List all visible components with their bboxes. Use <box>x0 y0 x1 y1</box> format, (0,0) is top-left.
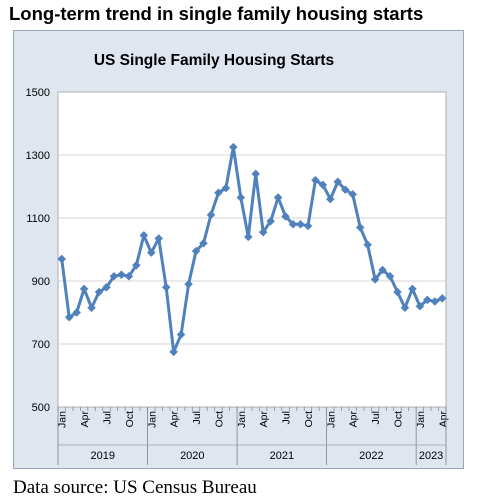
page-title: Long-term trend in single family housing… <box>9 3 424 24</box>
data-point <box>430 297 440 306</box>
data-point <box>288 219 298 229</box>
data-point <box>311 175 320 185</box>
data-point <box>243 232 253 242</box>
data-point <box>318 180 328 190</box>
data-point <box>296 219 305 229</box>
data-point <box>333 177 343 187</box>
data-point <box>191 246 201 256</box>
data-point <box>117 270 126 280</box>
data-point <box>408 284 417 294</box>
plot-area <box>57 91 447 408</box>
x-tick-label: Apr <box>79 411 91 428</box>
y-tick-label: 700 <box>32 339 50 351</box>
year-label: 2022 <box>359 450 383 462</box>
data-point <box>199 238 208 248</box>
x-tick-label: Jul <box>102 411 114 424</box>
data-point <box>422 295 432 305</box>
data-point <box>266 216 276 226</box>
year-label: 2019 <box>91 450 115 462</box>
x-tick-label: Jan <box>57 411 69 428</box>
year-label: 2020 <box>180 450 204 462</box>
x-tick-label: Jan <box>325 411 337 428</box>
data-point <box>303 221 313 231</box>
data-point <box>221 183 231 193</box>
data-point <box>363 240 373 250</box>
data-point <box>385 271 395 281</box>
data-point <box>109 271 119 281</box>
source-note: Data source: US Census Bureau <box>13 477 257 498</box>
data-point <box>378 265 387 275</box>
data-point <box>102 282 111 292</box>
y-tick-label: 1500 <box>26 87 50 99</box>
data-point <box>94 287 104 297</box>
data-point <box>214 188 223 198</box>
y-tick-label: 1300 <box>26 150 50 162</box>
x-tick-label: Oct <box>213 411 225 427</box>
x-tick-label: Jan <box>236 411 248 428</box>
y-tick-label: 1100 <box>26 213 50 225</box>
data-point <box>124 271 134 281</box>
data-point <box>273 193 283 202</box>
data-point <box>131 260 141 270</box>
data-point <box>281 212 290 221</box>
data-point <box>161 282 171 292</box>
x-tick-label: Oct <box>393 411 405 427</box>
data-point <box>139 230 149 240</box>
x-axis: Jan Apr Jul Oct Jan Apr Jul Oct Jan Apr Jul Oct Jan A… <box>57 407 449 465</box>
x-tick-label: Apr <box>258 411 270 428</box>
data-point <box>79 284 89 294</box>
series-line <box>60 145 443 354</box>
year-label: 2021 <box>270 450 294 462</box>
x-tick-label: Oct <box>124 411 136 427</box>
data-point <box>400 303 410 313</box>
data-point <box>184 279 193 289</box>
y-tick-label: 500 <box>32 402 50 414</box>
data-point <box>348 190 358 199</box>
data-point <box>437 293 447 303</box>
chart-title: US Single Family Housing Starts <box>94 52 334 69</box>
data-point <box>57 254 67 264</box>
data-point <box>176 330 186 339</box>
data-point <box>154 234 164 243</box>
data-point <box>236 193 246 202</box>
data-point <box>64 312 74 322</box>
x-tick-label: Apr <box>169 411 181 428</box>
data-point <box>251 169 261 179</box>
x-tick-label: Jul <box>281 411 293 424</box>
x-tick-label: Jul <box>191 411 203 424</box>
series-housing-starts <box>57 142 447 357</box>
year-label: 2023 <box>419 450 443 462</box>
data-point <box>258 227 268 237</box>
data-point <box>370 275 380 284</box>
data-point <box>228 142 238 152</box>
data-point <box>169 347 179 357</box>
y-axis: 500 700 900 1100 1300 1500 <box>26 87 50 414</box>
x-tick-label: Jan <box>146 411 158 428</box>
line-chart: US Single Family Housing Starts 500 700 90… <box>26 52 449 465</box>
y-tick-label: 900 <box>32 276 50 288</box>
data-point <box>206 210 216 220</box>
x-tick-label: Oct <box>303 411 315 427</box>
data-point <box>87 303 96 313</box>
x-tick-label: Apr <box>437 411 449 428</box>
data-point <box>393 287 402 297</box>
data-point <box>415 301 425 311</box>
x-tick-label: Jul <box>370 411 382 424</box>
x-tick-label: Jan <box>415 411 427 428</box>
data-point <box>72 308 82 317</box>
data-point <box>146 248 156 258</box>
data-point <box>355 223 365 232</box>
chart-frame: US Single Family Housing Starts 500 700 90… <box>13 30 464 469</box>
data-point <box>340 185 350 195</box>
x-tick-label: Apr <box>348 411 360 428</box>
data-point <box>325 194 335 204</box>
